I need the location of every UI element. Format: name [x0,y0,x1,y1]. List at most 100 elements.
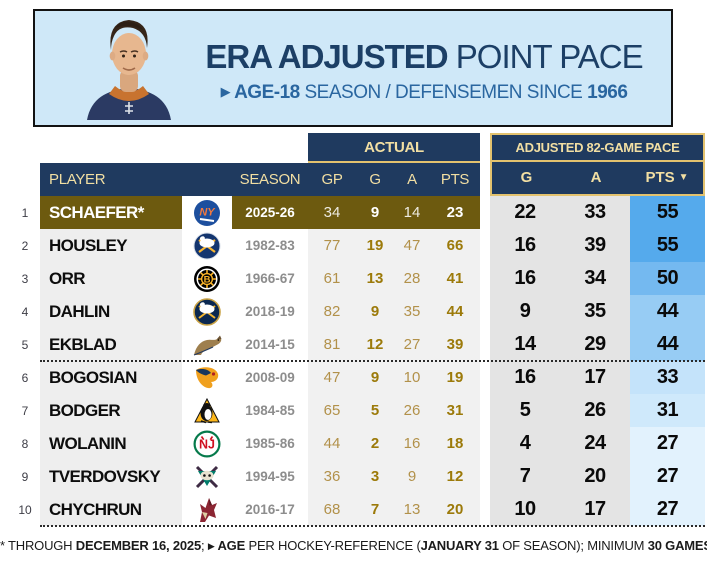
islanders-logo-icon: NY [182,196,232,229]
adj-points: 31 [630,394,705,427]
gp: 61 [308,262,356,295]
col-points: PTS [440,171,470,188]
player-name: HOUSLEY [40,229,182,262]
gp: 81 [308,328,356,361]
season: 2008-09 [232,361,308,394]
goals: 9 [356,196,394,229]
rank: 3 [10,262,40,295]
rank: 7 [10,394,40,427]
table-row: 3 ORR B 1966-67 61 13 28 41 16 34 50 [10,262,705,295]
header-card: ERA ADJUSTED POINT PACE ▶ AGE-18 SEASON /… [33,9,673,127]
goals: 12 [356,328,394,361]
assists: 47 [394,229,430,262]
points: 44 [430,295,480,328]
player-name: SCHAEFER* [40,196,182,229]
panthers-logo-icon [182,328,232,361]
gp: 36 [308,460,356,493]
points: 19 [430,361,480,394]
sort-desc-icon: ▼ [678,171,689,183]
devils-logo-icon: NJ [182,427,232,460]
sabres-gold-logo-icon [182,295,232,328]
col-assists: A [407,171,417,188]
table-row: 10 CHYCHRUN 2016-17 68 7 13 20 10 17 27 [10,493,705,526]
table-body: 1 SCHAEFER* NY 2025-26 34 9 14 23 22 33 … [10,196,705,526]
adj-assists: 33 [560,196,630,229]
season: 1982-83 [232,229,308,262]
page-title: ERA ADJUSTED POINT PACE [205,38,643,75]
goals: 9 [356,361,394,394]
season: 1985-86 [232,427,308,460]
sabres-logo-icon [182,229,232,262]
player-headshot [75,14,183,125]
season: 2014-15 [232,328,308,361]
bruins-logo-icon: B [182,262,232,295]
page-subtitle: ▶ AGE-18 SEASON / DEFENSEMEN SINCE 1966 [220,82,628,103]
player-name: TVERDOVSKY [40,460,182,493]
assists: 26 [394,394,430,427]
season: 2016-17 [232,493,308,526]
col-team-logo [182,163,232,196]
adj-goals: 16 [490,361,560,394]
svg-text:NY: NY [199,206,216,218]
assists: 9 [394,460,430,493]
adj-goals: 16 [490,262,560,295]
adj-assists: 17 [560,361,630,394]
adj-goals: 4 [490,427,560,460]
table-row: 2 HOUSLEY 1982-83 77 19 47 66 16 39 55 [10,229,705,262]
goals: 9 [356,295,394,328]
table-row: 8 WOLANIN NJ 1985-86 44 2 16 18 4 24 27 [10,427,705,460]
adj-assists: 29 [560,328,630,361]
table-row: 6 BOGOSIAN 2008-09 47 9 10 19 16 17 33 [10,361,705,394]
header-titles: ERA ADJUSTED POINT PACE ▶ AGE-18 SEASON /… [185,39,663,104]
adj-points: 55 [630,196,705,229]
assists: 13 [394,493,430,526]
adj-goals: 16 [490,229,560,262]
adj-assists: 35 [560,295,630,328]
divider-dotted [40,525,705,527]
goals: 3 [356,460,394,493]
points: 39 [430,328,480,361]
player-name: ORR [40,262,182,295]
col-player: PLAYER [49,171,106,188]
gp: 65 [308,394,356,427]
adj-assists: 20 [560,460,630,493]
adj-goals: 10 [490,493,560,526]
footnote: * THROUGH DECEMBER 16, 2025; ▶ AGE PER H… [0,538,707,553]
points: 20 [430,493,480,526]
table-row: 4 DAHLIN 2018-19 82 9 35 44 9 35 44 [10,295,705,328]
bullet-triangle-icon: ▶ [207,541,215,551]
col-season: SEASON [239,171,301,188]
adj-assists: 24 [560,427,630,460]
player-name: DAHLIN [40,295,182,328]
rank: 4 [10,295,40,328]
assists: 28 [394,262,430,295]
points: 12 [430,460,480,493]
assists: 16 [394,427,430,460]
gp: 77 [308,229,356,262]
goals: 7 [356,493,394,526]
col-goals: G [369,171,381,188]
season: 2018-19 [232,295,308,328]
player-name: WOLANIN [40,427,182,460]
rank: 8 [10,427,40,460]
player-name: BOGOSIAN [40,361,182,394]
adjusted-group-header: ADJUSTED 82-GAME PACE G A PTS ▼ [490,133,705,196]
season: 1966-67 [232,262,308,295]
col-adj-assists: A [590,168,602,186]
coyotes-logo-icon [182,493,232,526]
col-gp: GP [321,171,343,188]
mighty-ducks-logo-icon [182,460,232,493]
table-row: 9 TVERDOVSKY 1994-95 36 3 9 12 7 20 27 [10,460,705,493]
player-name: BODGER [40,394,182,427]
assists: 27 [394,328,430,361]
adj-points: 27 [630,493,705,526]
table-row: 5 EKBLAD 2014-15 81 12 27 39 14 29 44 [10,328,705,361]
assists: 14 [394,196,430,229]
col-adj-points-sort[interactable]: PTS ▼ [645,168,689,186]
table-row: 7 BODGER 1984-85 65 5 26 31 5 26 31 [10,394,705,427]
adj-points: 50 [630,262,705,295]
season: 1994-95 [232,460,308,493]
gp: 47 [308,361,356,394]
assists: 35 [394,295,430,328]
adj-goals: 7 [490,460,560,493]
